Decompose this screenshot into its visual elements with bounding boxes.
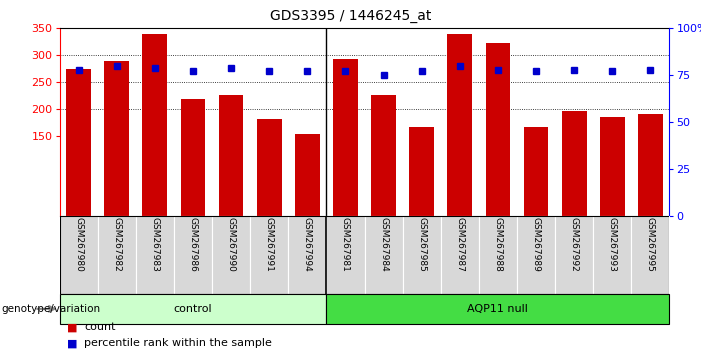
Bar <box>447 34 472 216</box>
Bar <box>409 127 434 216</box>
Bar <box>441 216 479 294</box>
Bar <box>372 95 396 216</box>
Bar <box>295 135 320 216</box>
Bar <box>60 294 327 324</box>
Text: ■: ■ <box>67 322 77 332</box>
Text: GSM267984: GSM267984 <box>379 217 388 272</box>
Bar <box>174 216 212 294</box>
Text: GSM267980: GSM267980 <box>74 217 83 272</box>
Bar <box>517 216 555 294</box>
Text: control: control <box>174 304 212 314</box>
Bar <box>486 43 510 216</box>
Bar <box>67 69 91 216</box>
Bar <box>219 95 243 216</box>
Bar <box>288 216 327 294</box>
Bar <box>142 34 168 216</box>
Text: GSM267981: GSM267981 <box>341 217 350 272</box>
Bar <box>257 119 282 216</box>
Bar <box>181 99 205 216</box>
Bar <box>97 216 136 294</box>
Text: GSM267987: GSM267987 <box>456 217 464 272</box>
Bar <box>593 216 632 294</box>
Text: GSM267991: GSM267991 <box>265 217 273 272</box>
Text: GSM267995: GSM267995 <box>646 217 655 272</box>
Text: GSM267988: GSM267988 <box>494 217 503 272</box>
Bar <box>555 216 593 294</box>
Text: percentile rank within the sample: percentile rank within the sample <box>84 338 272 348</box>
Bar <box>365 216 402 294</box>
Bar <box>524 127 548 216</box>
Text: GSM267993: GSM267993 <box>608 217 617 272</box>
Bar <box>333 59 358 216</box>
Bar <box>327 216 365 294</box>
Bar <box>250 216 288 294</box>
Text: GSM267985: GSM267985 <box>417 217 426 272</box>
Bar <box>402 216 441 294</box>
Text: ■: ■ <box>67 338 77 348</box>
Text: GSM267990: GSM267990 <box>226 217 236 272</box>
Text: GSM267992: GSM267992 <box>570 217 578 272</box>
Bar <box>327 294 669 324</box>
Text: GSM267986: GSM267986 <box>189 217 198 272</box>
Bar <box>638 114 662 216</box>
Text: genotype/variation: genotype/variation <box>1 304 100 314</box>
Bar <box>479 216 517 294</box>
Bar <box>136 216 174 294</box>
Text: GSM267983: GSM267983 <box>151 217 159 272</box>
Text: AQP11 null: AQP11 null <box>468 304 529 314</box>
Bar <box>212 216 250 294</box>
Text: GSM267994: GSM267994 <box>303 217 312 272</box>
Bar <box>104 61 129 216</box>
Bar <box>600 117 625 216</box>
Bar <box>562 112 587 216</box>
Text: GDS3395 / 1446245_at: GDS3395 / 1446245_at <box>270 9 431 23</box>
Bar <box>632 216 669 294</box>
Text: GSM267982: GSM267982 <box>112 217 121 272</box>
Bar <box>60 216 97 294</box>
Text: GSM267989: GSM267989 <box>531 217 540 272</box>
Text: count: count <box>84 322 116 332</box>
